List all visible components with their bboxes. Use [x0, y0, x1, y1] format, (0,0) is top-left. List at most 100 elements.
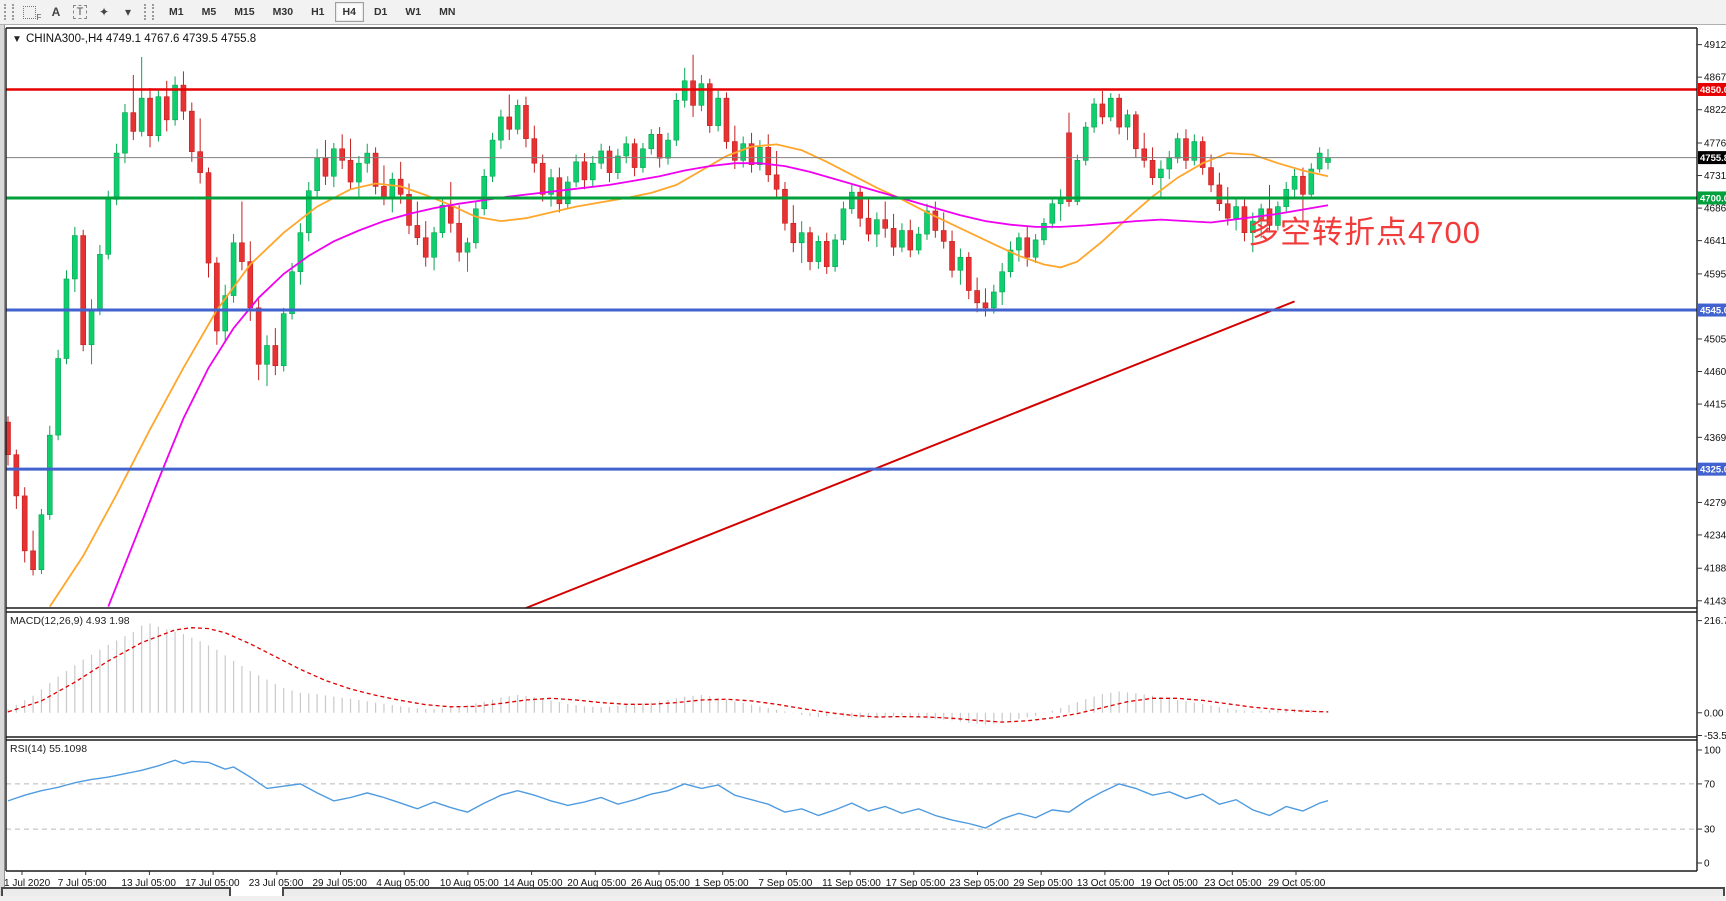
timeframe-button-mn[interactable]: MN: [439, 6, 456, 18]
chart-background: [0, 25, 1726, 896]
candle-body: [1233, 206, 1239, 219]
text-label-icon[interactable]: T: [68, 2, 92, 22]
price-tick-label: 4867.0: [1704, 73, 1726, 84]
ma-fast-orange: [49, 143, 1329, 608]
timeframe-button-m1[interactable]: M1: [169, 6, 184, 18]
font-icon[interactable]: A: [51, 5, 61, 19]
time-tick-label: 23 Jul 05:00: [249, 878, 304, 889]
time-tick-label: 17 Jul 05:00: [185, 878, 240, 889]
time-tick-label: 13 Jul 05:00: [121, 878, 176, 889]
time-tick-label: 23 Sep 05:00: [950, 878, 1010, 889]
candle-body: [1166, 157, 1173, 170]
price-scale[interactable]: 4912.0 4867.0 4822.0 4776.0 4731.0 4686.0 4641…: [1697, 40, 1726, 870]
toolbar-grip[interactable]: [144, 4, 154, 20]
candle-body: [97, 254, 103, 311]
time-tick-label: 19 Oct 05:00: [1141, 878, 1199, 889]
price-tick-label: 4143.0: [1704, 596, 1726, 607]
time-scale[interactable]: 1 Jul 2020 7 Jul 05:00 13 Jul 05:00 17 Jul …: [4, 871, 1326, 889]
candle-body: [615, 155, 621, 173]
timeframe-button-m30[interactable]: M30: [272, 6, 294, 18]
candle-body: [932, 210, 939, 231]
chart-window[interactable]: ▼ CHINA300-,H4 4749.1 4767.6 4739.5 4755.…: [0, 25, 1726, 901]
candle-body: [798, 232, 805, 244]
candle-body: [381, 186, 387, 199]
symbol-dropdown-icon[interactable]: ▼: [12, 34, 22, 45]
candle-body: [13, 454, 20, 497]
macd-tick-label: -53.53: [1704, 731, 1726, 742]
timeframe-button-m15[interactable]: M15: [234, 6, 255, 18]
candle-body: [991, 291, 997, 309]
arrow-dropdown-icon[interactable]: ▾: [124, 5, 132, 19]
trendline[interactable]: [525, 300, 1295, 609]
candle-body: [832, 239, 838, 267]
timeframe-button-h1[interactable]: H1: [311, 6, 325, 18]
price-tick-label: 4641.0: [1704, 236, 1726, 247]
candle-body: [188, 110, 195, 152]
candle-body: [915, 233, 922, 251]
candle-body: [230, 242, 237, 296]
candle-body: [163, 96, 170, 121]
candle-body: [957, 256, 964, 271]
candle-body: [773, 174, 780, 190]
candle-body: [890, 228, 897, 248]
bottom-panel-edge[interactable]: [282, 887, 1725, 901]
candle-body: [364, 152, 371, 164]
candle-body: [573, 161, 579, 183]
time-tick-label: 13 Oct 05:00: [1077, 878, 1135, 889]
candle-body: [907, 230, 914, 251]
timeframe-button-m5[interactable]: M5: [201, 6, 217, 18]
candle-body: [1300, 175, 1306, 195]
macd-label: MACD(12,26,9) 4.93 1.98: [10, 615, 130, 627]
time-tick-label: 26 Aug 05:00: [631, 878, 690, 889]
candle-body: [1066, 132, 1072, 202]
candle-body: [30, 550, 36, 570]
price-line-badge-label: 4325.0: [1700, 465, 1726, 476]
price-tick-label: 4369.0: [1704, 433, 1726, 444]
candle-body: [723, 97, 730, 142]
candles-layer: [5, 54, 1331, 576]
candle-body: [21, 495, 28, 552]
price-tick-label: 4776.0: [1704, 138, 1726, 149]
toolbar-grip[interactable]: [4, 4, 14, 20]
candle-body: [222, 295, 229, 332]
timeframe-button-group: M1 M5 M15 M30 H1 H4 D1 W1 MN: [160, 2, 464, 22]
candle-body: [1116, 97, 1122, 128]
bottom-panel-edge[interactable]: [1, 887, 231, 901]
price-tick-label: 4505.0: [1704, 334, 1726, 345]
candle-body: [280, 313, 287, 367]
candle-body: [698, 83, 705, 106]
timeframe-button-h4[interactable]: H4: [334, 2, 364, 22]
candle-body: [1325, 157, 1331, 163]
price-tick-label: 4686.0: [1704, 204, 1726, 215]
timeframe-button-d1[interactable]: D1: [373, 6, 388, 18]
candle-body: [264, 345, 270, 365]
candle-body: [899, 230, 905, 248]
candle-body: [272, 345, 279, 367]
candle-body: [623, 143, 630, 157]
candle-body: [1266, 208, 1273, 226]
candle-body: [865, 217, 872, 235]
candle-body: [665, 139, 671, 159]
candle-body: [1141, 148, 1148, 161]
time-tick-label: 1 Sep 05:00: [695, 878, 749, 889]
time-tick-label: 4 Aug 05:00: [376, 878, 430, 889]
cursor-grid-icon[interactable]: F: [20, 2, 44, 22]
candle-body: [1308, 168, 1315, 195]
candle-body: [130, 112, 137, 132]
candle-body: [46, 434, 53, 516]
candle-body: [297, 232, 304, 273]
chart-canvas[interactable]: ▼ CHINA300-,H4 4749.1 4767.6 4739.5 4755.…: [0, 25, 1726, 901]
price-line-badge-label: 4850.0: [1700, 85, 1726, 96]
price-line-badge: [1698, 151, 1726, 165]
candle-body: [439, 204, 446, 233]
candle-body: [1224, 203, 1231, 219]
candle-body: [757, 147, 763, 165]
candle-body: [239, 242, 245, 262]
arrow-style-icon[interactable]: ✦: [98, 5, 110, 19]
timeframe-button-w1[interactable]: W1: [405, 6, 422, 18]
candle-body: [55, 358, 61, 436]
candle-body: [1074, 160, 1081, 202]
candle-body: [949, 241, 955, 271]
cursor-grid-label: F: [36, 13, 42, 22]
rsi-tick-label: 0: [1704, 859, 1710, 870]
